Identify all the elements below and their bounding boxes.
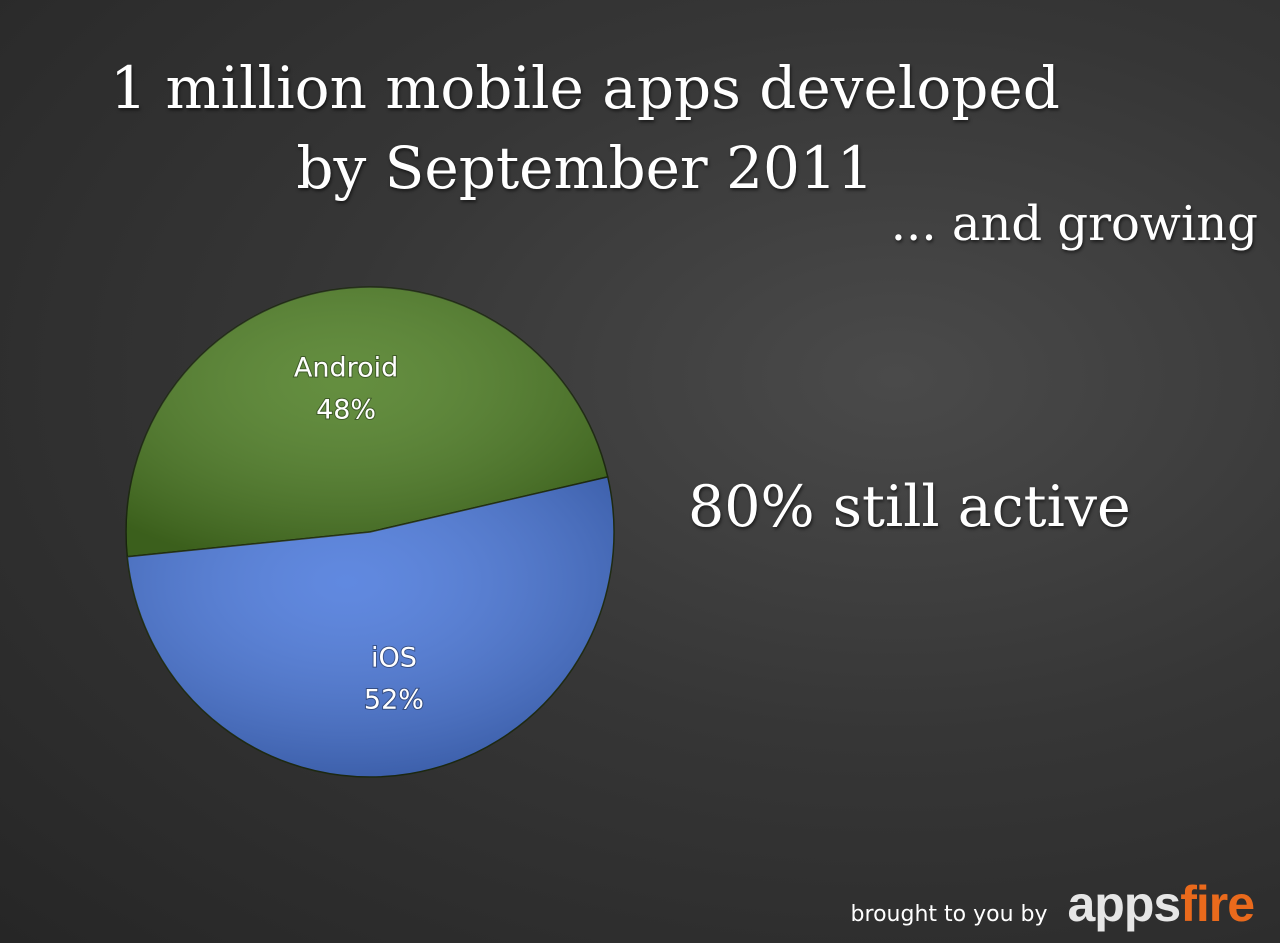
- logo-part: fire: [1180, 876, 1255, 932]
- footer: brought to you by appsfire: [850, 875, 1255, 933]
- slice-label: iOS: [371, 643, 417, 674]
- annotation: 80% still active: [688, 474, 1131, 540]
- chart-subtitle: ... and growing: [890, 196, 1258, 252]
- slice-value-label: 52%: [364, 685, 424, 716]
- logo: appsfire: [1067, 875, 1255, 933]
- slice-label: Android: [294, 352, 398, 383]
- logo-part: apps: [1067, 876, 1181, 932]
- footer-text: brought to you by: [850, 902, 1048, 927]
- chart-title: 1 million mobile apps developed by Septe…: [110, 54, 1060, 202]
- slice-value-label: 48%: [316, 394, 376, 425]
